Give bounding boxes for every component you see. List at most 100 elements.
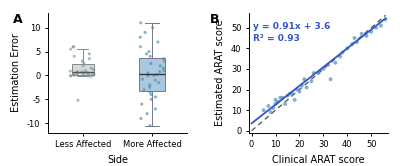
Point — [147, 91, 153, 93]
Point — [148, 62, 154, 65]
Point — [88, 67, 95, 70]
Point — [161, 60, 168, 62]
Point — [145, 72, 151, 74]
Point — [144, 75, 151, 77]
Point — [74, 73, 80, 76]
Point — [311, 72, 317, 74]
Point — [74, 70, 80, 73]
Point — [71, 74, 77, 77]
Point — [86, 74, 92, 76]
Point — [86, 57, 92, 60]
Point — [354, 41, 360, 43]
Point — [320, 68, 326, 70]
X-axis label: Side: Side — [107, 155, 128, 165]
Point — [327, 78, 334, 81]
Point — [79, 71, 85, 73]
Point — [142, 31, 148, 34]
Point — [152, 96, 159, 98]
Point — [368, 31, 374, 33]
Point — [272, 98, 279, 101]
Point — [287, 92, 293, 95]
Text: y = 0.91x + 3.6
R² = 0.93: y = 0.91x + 3.6 R² = 0.93 — [253, 22, 330, 43]
Point — [161, 69, 167, 72]
Point — [146, 86, 153, 89]
PathPatch shape — [139, 57, 165, 91]
Point — [70, 45, 76, 48]
Point — [358, 33, 365, 35]
Point — [151, 74, 157, 77]
Point — [332, 61, 338, 64]
Point — [268, 111, 274, 114]
Point — [146, 84, 153, 86]
Point — [282, 103, 288, 105]
Point — [344, 47, 350, 50]
Point — [378, 24, 384, 27]
Point — [156, 81, 162, 84]
Point — [160, 57, 167, 60]
Point — [301, 78, 308, 81]
Point — [339, 51, 346, 54]
Point — [80, 65, 86, 67]
Point — [85, 74, 92, 76]
Point — [80, 73, 87, 75]
Point — [84, 71, 90, 74]
Point — [137, 36, 144, 39]
Point — [270, 107, 276, 109]
Point — [349, 43, 355, 45]
Point — [280, 96, 286, 99]
Text: A: A — [13, 13, 23, 26]
Point — [87, 75, 94, 78]
Point — [260, 109, 267, 111]
Point — [79, 60, 86, 62]
Point — [156, 70, 163, 73]
Point — [373, 26, 379, 29]
Point — [148, 98, 154, 101]
Point — [325, 63, 331, 66]
Y-axis label: Estimation Error: Estimation Error — [11, 34, 21, 113]
Y-axis label: Estimated ARAT score: Estimated ARAT score — [216, 20, 226, 126]
Point — [90, 73, 96, 76]
Point — [150, 26, 156, 29]
Point — [75, 99, 81, 102]
Point — [138, 103, 145, 105]
Point — [71, 55, 78, 58]
X-axis label: Clinical ARAT score: Clinical ARAT score — [272, 155, 365, 165]
Point — [90, 74, 96, 77]
Point — [86, 53, 92, 55]
Point — [67, 75, 74, 77]
Point — [146, 50, 152, 53]
Point — [308, 80, 315, 83]
Point — [81, 62, 87, 65]
Point — [68, 48, 74, 50]
Point — [154, 73, 160, 76]
Point — [70, 72, 77, 75]
Point — [90, 68, 97, 71]
Point — [292, 98, 298, 101]
Point — [275, 101, 281, 103]
Point — [157, 65, 164, 67]
Point — [148, 93, 154, 96]
Point — [289, 92, 296, 95]
Point — [138, 117, 144, 120]
Point — [265, 105, 272, 107]
Point — [67, 70, 74, 72]
Point — [91, 73, 97, 76]
Point — [296, 90, 303, 93]
Point — [363, 35, 370, 37]
Point — [277, 96, 284, 99]
Point — [138, 22, 144, 24]
Point — [137, 45, 144, 48]
Point — [284, 94, 291, 97]
Point — [294, 88, 300, 91]
Point — [155, 41, 161, 43]
Point — [152, 79, 158, 82]
Point — [304, 86, 310, 89]
Point — [337, 55, 343, 58]
Point — [141, 88, 147, 91]
Point — [139, 78, 146, 81]
Point — [82, 69, 88, 72]
Point — [382, 18, 389, 21]
Point — [74, 72, 81, 74]
Point — [143, 53, 150, 55]
Point — [147, 124, 153, 127]
